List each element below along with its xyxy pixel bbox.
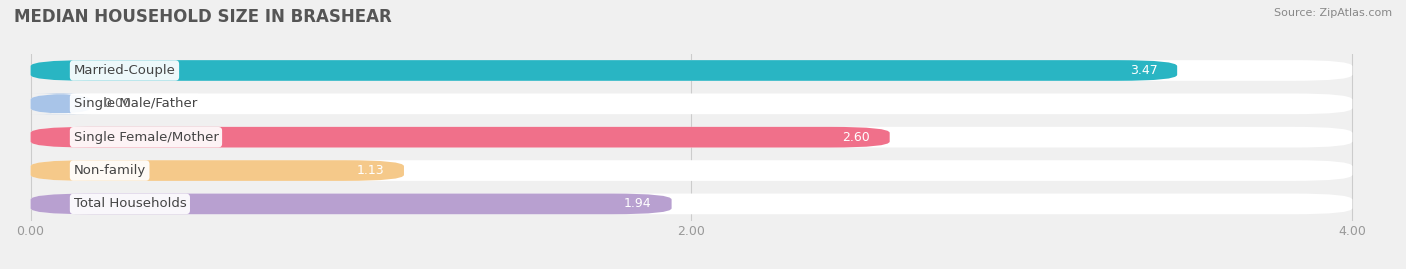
FancyBboxPatch shape: [31, 127, 1353, 147]
Text: Single Male/Father: Single Male/Father: [73, 97, 197, 110]
Text: MEDIAN HOUSEHOLD SIZE IN BRASHEAR: MEDIAN HOUSEHOLD SIZE IN BRASHEAR: [14, 8, 392, 26]
Text: Source: ZipAtlas.com: Source: ZipAtlas.com: [1274, 8, 1392, 18]
Text: Married-Couple: Married-Couple: [73, 64, 176, 77]
Text: 3.47: 3.47: [1129, 64, 1157, 77]
FancyBboxPatch shape: [31, 160, 404, 181]
FancyBboxPatch shape: [31, 60, 1177, 81]
FancyBboxPatch shape: [31, 94, 1353, 114]
FancyBboxPatch shape: [31, 94, 90, 114]
Text: 2.60: 2.60: [842, 131, 870, 144]
Text: 1.94: 1.94: [624, 197, 652, 210]
Text: Total Households: Total Households: [73, 197, 186, 210]
FancyBboxPatch shape: [31, 127, 890, 147]
Text: 1.13: 1.13: [357, 164, 384, 177]
Text: Non-family: Non-family: [73, 164, 146, 177]
FancyBboxPatch shape: [31, 194, 1353, 214]
FancyBboxPatch shape: [31, 160, 1353, 181]
FancyBboxPatch shape: [31, 194, 672, 214]
Text: Single Female/Mother: Single Female/Mother: [73, 131, 218, 144]
Text: 0.00: 0.00: [103, 97, 131, 110]
FancyBboxPatch shape: [31, 60, 1353, 81]
